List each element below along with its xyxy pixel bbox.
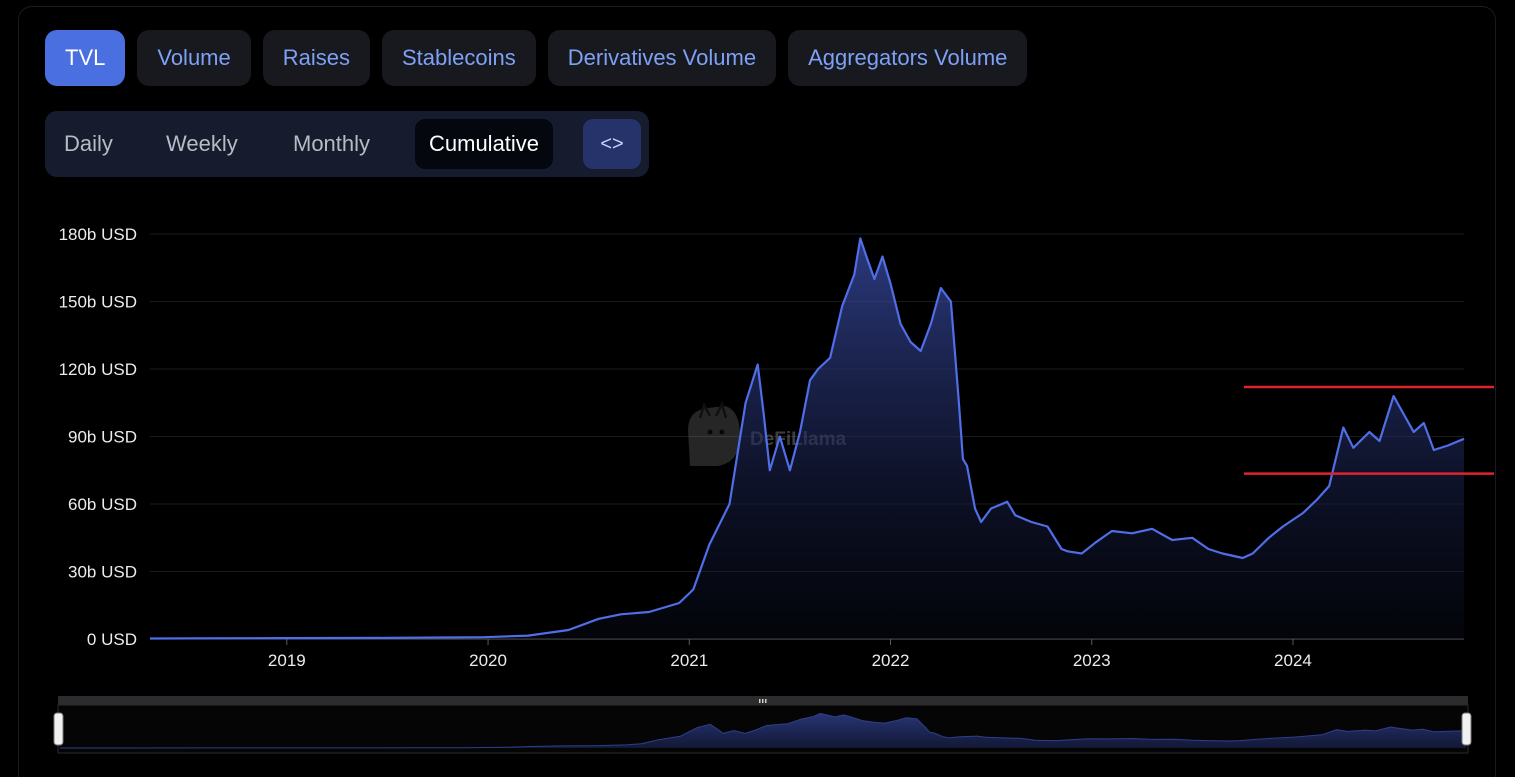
tab-stablecoins[interactable]: Stablecoins xyxy=(382,30,536,86)
period-daily[interactable]: Daily xyxy=(64,131,113,156)
llama-logo-icon xyxy=(688,400,740,466)
y-tick-label: 0 USD xyxy=(87,630,137,649)
x-axis: 2019 2020 2021 2022 2023 2024 xyxy=(268,639,1312,670)
range-slider[interactable] xyxy=(53,696,1472,754)
code-brackets-icon: <> xyxy=(600,132,624,155)
period-selector: Daily Weekly Monthly Cumulative <> xyxy=(45,111,649,177)
y-tick-label: 60b USD xyxy=(68,495,137,514)
annotation-lines xyxy=(1244,385,1494,475)
y-tick-label: 90b USD xyxy=(68,428,137,447)
y-tick-label: 30b USD xyxy=(68,563,137,582)
range-handle-left[interactable] xyxy=(53,712,64,746)
embed-button[interactable]: <> xyxy=(583,119,641,169)
range-slider-preview-line xyxy=(59,712,1467,749)
period-monthly[interactable]: Monthly xyxy=(293,131,371,156)
metric-tabs: TVL Volume Raises Stablecoins Derivative… xyxy=(45,30,1028,86)
x-tick-label: 2020 xyxy=(469,651,507,670)
period-weekly[interactable]: Weekly xyxy=(166,131,238,156)
range-slider-grip-icon xyxy=(759,699,767,703)
range-handle-right[interactable] xyxy=(1461,712,1472,746)
tab-volume[interactable]: Volume xyxy=(137,30,251,86)
x-tick-label: 2022 xyxy=(872,651,910,670)
range-slider-preview xyxy=(60,713,1466,748)
tab-derivatives-volume[interactable]: Derivatives Volume xyxy=(547,30,777,86)
y-axis: 0 USD 30b USD 60b USD 90b USD 120b USD 150b U… xyxy=(59,225,137,649)
y-tick-label: 180b USD xyxy=(59,225,137,244)
y-tick-label: 120b USD xyxy=(59,360,137,379)
tab-aggregators-volume[interactable]: Aggregators Volume xyxy=(788,30,1028,86)
x-tick-label: 2023 xyxy=(1073,651,1111,670)
tab-tvl[interactable]: TVL xyxy=(45,30,126,86)
x-tick-label: 2021 xyxy=(670,651,708,670)
y-tick-label: 150b USD xyxy=(59,293,137,312)
tvl-area xyxy=(150,238,1464,639)
period-cumulative[interactable]: Cumulative xyxy=(415,119,554,169)
x-tick-label: 2019 xyxy=(268,651,306,670)
tab-raises[interactable]: Raises xyxy=(262,30,370,86)
tvl-line xyxy=(149,237,1465,640)
x-tick-label: 2024 xyxy=(1274,651,1312,670)
